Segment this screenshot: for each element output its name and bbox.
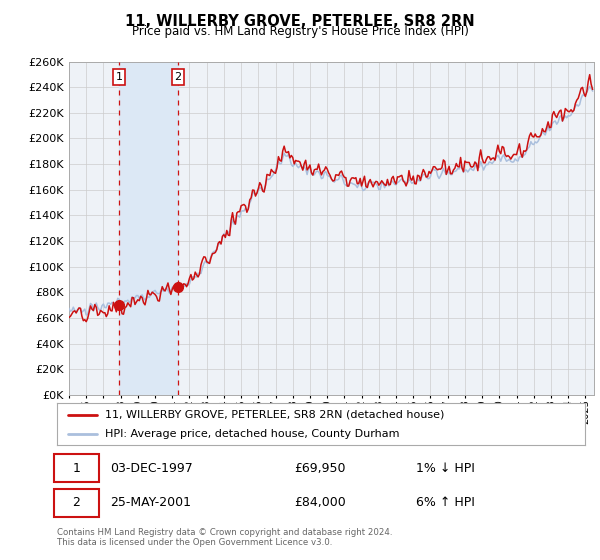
Bar (119, 62, 178, 395)
Text: 1: 1 (116, 72, 123, 82)
Text: 1% ↓ HPI: 1% ↓ HPI (416, 461, 475, 475)
Text: 2: 2 (175, 72, 182, 82)
Text: 25-MAY-2001: 25-MAY-2001 (110, 496, 191, 510)
Text: £69,950: £69,950 (295, 461, 346, 475)
Text: HPI: Average price, detached house, County Durham: HPI: Average price, detached house, Coun… (104, 429, 399, 439)
Text: 11, WILLERBY GROVE, PETERLEE, SR8 2RN: 11, WILLERBY GROVE, PETERLEE, SR8 2RN (125, 14, 475, 29)
Text: Price paid vs. HM Land Registry's House Price Index (HPI): Price paid vs. HM Land Registry's House … (131, 25, 469, 38)
Text: 2: 2 (73, 496, 80, 510)
Text: 11, WILLERBY GROVE, PETERLEE, SR8 2RN (detached house): 11, WILLERBY GROVE, PETERLEE, SR8 2RN (d… (104, 409, 444, 419)
Text: £84,000: £84,000 (295, 496, 346, 510)
Text: 03-DEC-1997: 03-DEC-1997 (110, 461, 193, 475)
Text: Contains HM Land Registry data © Crown copyright and database right 2024.
This d: Contains HM Land Registry data © Crown c… (57, 528, 392, 547)
FancyBboxPatch shape (55, 489, 99, 517)
FancyBboxPatch shape (55, 454, 99, 482)
Text: 6% ↑ HPI: 6% ↑ HPI (416, 496, 475, 510)
Text: 1: 1 (73, 461, 80, 475)
